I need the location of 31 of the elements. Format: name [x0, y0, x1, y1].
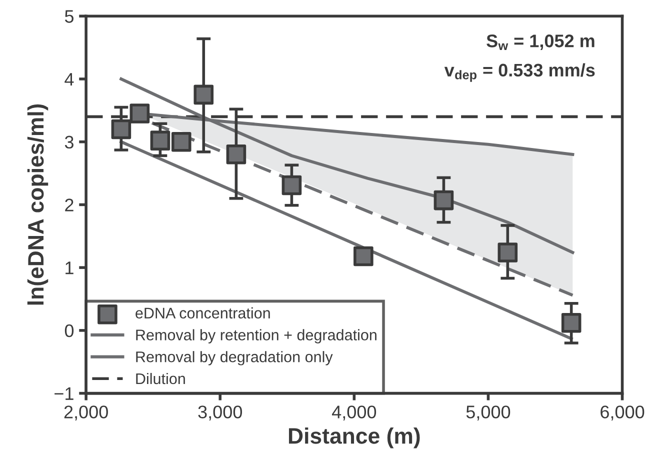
legend-label: Dilution: [136, 372, 185, 384]
point: [561, 312, 582, 333]
point: [498, 242, 518, 262]
y-tick-label: 1: [66, 262, 74, 274]
y-tick-label: 4: [64, 73, 74, 86]
point: [130, 104, 150, 124]
y-axis-title: ln(eDNA copies/ml): [27, 104, 48, 305]
annotation: S$_{w}$ = 1,052 m: [486, 34, 594, 50]
legend-label: Removal by degradation only: [136, 351, 333, 366]
y-tick-label: 5: [64, 10, 74, 23]
point: [111, 119, 132, 140]
x-tick-label: 4,000: [332, 406, 376, 420]
y-tick-label: 3: [64, 136, 74, 149]
point: [171, 132, 192, 152]
point: [194, 84, 214, 105]
point: [150, 130, 170, 150]
point: [354, 246, 374, 266]
y-tick-label: −1: [54, 387, 74, 400]
point: [226, 144, 246, 164]
annotation: v$_{dep}$ = 0.533 mm/s: [444, 63, 595, 82]
point: [434, 190, 454, 210]
x-tick-label: 3,000: [198, 406, 242, 420]
x-tick-label: 2,000: [64, 406, 108, 420]
legend-label: Removal by retention + degradation: [136, 329, 376, 344]
legend-label: eDNA concentration: [136, 307, 270, 319]
x-axis-title: Distance (m): [288, 427, 420, 448]
point: [282, 175, 302, 196]
x-tick-label: 5,000: [466, 406, 510, 420]
y-tick-label: 0: [64, 324, 74, 338]
y-tick-label: 2: [65, 198, 74, 212]
x-tick-label: 6,000: [600, 406, 644, 420]
